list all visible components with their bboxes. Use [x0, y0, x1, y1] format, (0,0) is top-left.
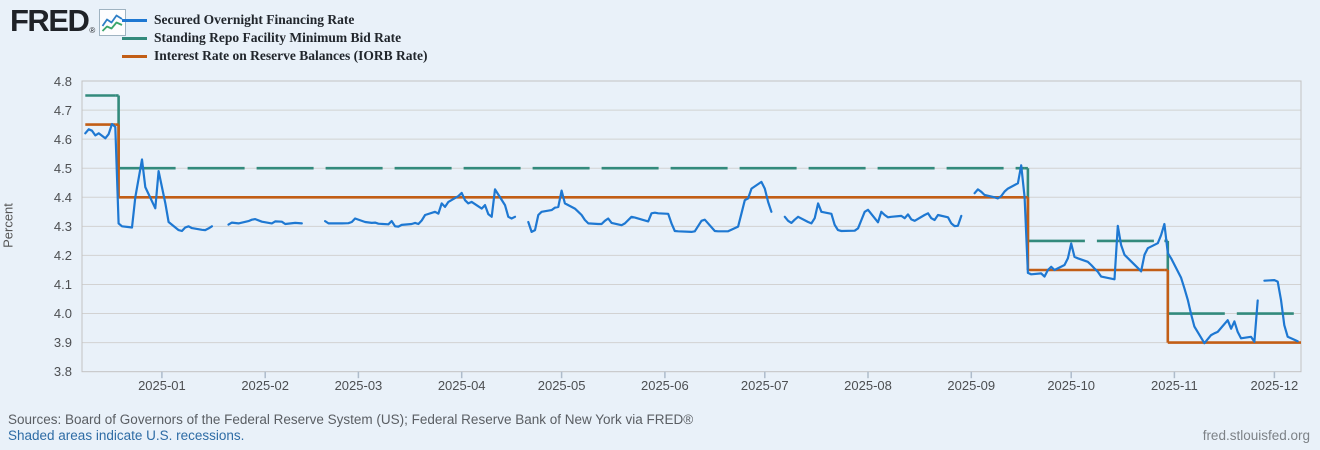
y-tick-label: 4.7	[53, 102, 72, 118]
y-tick-label: 3.8	[53, 364, 72, 380]
x-tick-label: 2025-10	[1047, 378, 1096, 393]
chart-legend: Secured Overnight Financing Rate Standing…	[122, 11, 427, 65]
legend-swatch-line	[122, 54, 147, 58]
x-tick-label: 2025-03	[334, 378, 383, 393]
y-tick-label: 4.0	[53, 306, 72, 322]
x-tick-label: 2025-08	[844, 378, 892, 393]
legend-swatch-line	[122, 36, 147, 40]
y-tick-label: 4.4	[53, 189, 72, 205]
x-tick-label: 2025-01	[138, 378, 186, 393]
fred-site-link[interactable]: fred.stlouisfed.org	[1202, 428, 1310, 443]
y-tick-label: 4.8	[53, 73, 72, 89]
x-tick-label: 2025-06	[640, 378, 689, 393]
legend-label: Secured Overnight Financing Rate	[154, 12, 355, 27]
line-chart-icon	[99, 9, 127, 41]
y-tick-label: 4.6	[53, 131, 72, 147]
recession-note-link[interactable]: Shaded areas indicate U.S. recessions.	[8, 428, 245, 443]
x-tick-label: 2025-12	[1250, 378, 1299, 393]
x-tick-label: 2025-09	[947, 378, 996, 393]
x-tick-label: 2025-07	[740, 378, 789, 393]
legend-label: Interest Rate on Reserve Balances (IORB …	[154, 48, 428, 63]
legend-item: Interest Rate on Reserve Balances (IORB …	[122, 47, 427, 65]
legend-item: Secured Overnight Financing Rate	[122, 11, 427, 29]
y-tick-label: 4.2	[53, 247, 72, 263]
legend-swatch-line	[122, 18, 147, 22]
y-tick-label: 4.3	[53, 218, 72, 234]
x-tick-label: 2025-05	[537, 378, 586, 393]
fred-logo[interactable]: FRED ®	[10, 3, 127, 41]
x-tick-label: 2025-02	[241, 378, 290, 393]
x-tick-label: 2025-11	[1151, 378, 1198, 393]
y-tick-label: 4.5	[53, 160, 72, 176]
legend-label: Standing Repo Facility Minimum Bid Rate	[154, 30, 402, 45]
registered-mark: ®	[89, 26, 96, 35]
legend-item: Standing Repo Facility Minimum Bid Rate	[122, 29, 427, 47]
sources-note: Sources: Board of Governors of the Feder…	[8, 412, 694, 427]
y-tick-label: 4.1	[53, 276, 72, 292]
fred-logo-text: FRED	[10, 3, 90, 38]
x-tick-label: 2025-04	[437, 378, 486, 393]
y-tick-label: 3.9	[53, 335, 72, 351]
